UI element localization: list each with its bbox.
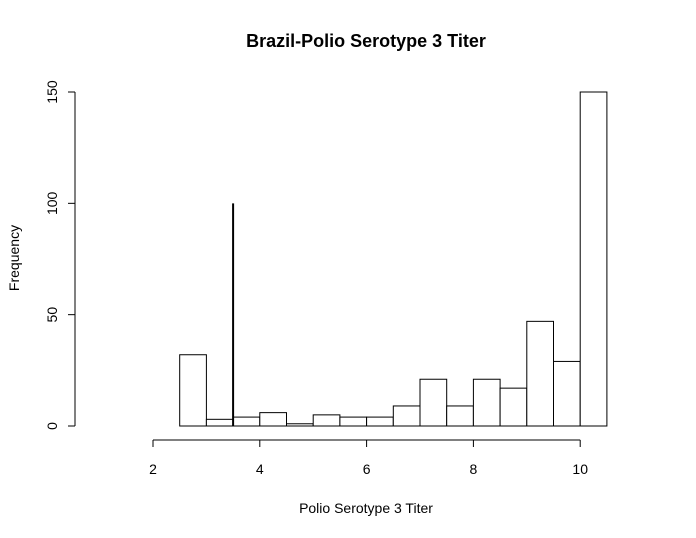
histogram-bar (553, 360, 581, 427)
histogram-bar (312, 414, 341, 427)
histogram-bar (472, 378, 501, 427)
histogram-bars (179, 91, 608, 427)
x-axis-label: Polio Serotype 3 Titer (299, 500, 433, 516)
y-tick-label: 100 (44, 191, 60, 215)
histogram-bar (419, 378, 448, 427)
histogram-bar (232, 416, 261, 427)
y-axis: 0 50 100 150 (44, 80, 76, 430)
y-tick-label: 50 (44, 307, 60, 323)
y-tick-label: 150 (44, 80, 60, 104)
chart-title: Brazil-Polio Serotype 3 Titer (246, 31, 486, 51)
x-tick-label: 6 (363, 461, 371, 477)
histogram-bar (579, 91, 608, 427)
histogram-bar (526, 320, 554, 427)
x-tick-label: 4 (256, 461, 264, 477)
histogram-bar (179, 354, 207, 427)
y-axis-label: Frequency (6, 225, 22, 291)
x-tick-label: 8 (470, 461, 478, 477)
histogram-bar (366, 416, 394, 427)
x-tick-label: 2 (149, 461, 157, 477)
histogram-bar (286, 423, 314, 427)
x-tick-label: 10 (572, 461, 588, 477)
histogram-bar (339, 416, 368, 427)
x-axis: 2 4 6 8 10 (149, 439, 588, 477)
y-tick-label: 0 (44, 422, 60, 430)
histogram-bar (205, 418, 234, 427)
histogram-bar (259, 412, 287, 427)
histogram-bar (392, 405, 421, 427)
histogram-bar (446, 405, 474, 427)
histogram-bar (499, 387, 528, 427)
